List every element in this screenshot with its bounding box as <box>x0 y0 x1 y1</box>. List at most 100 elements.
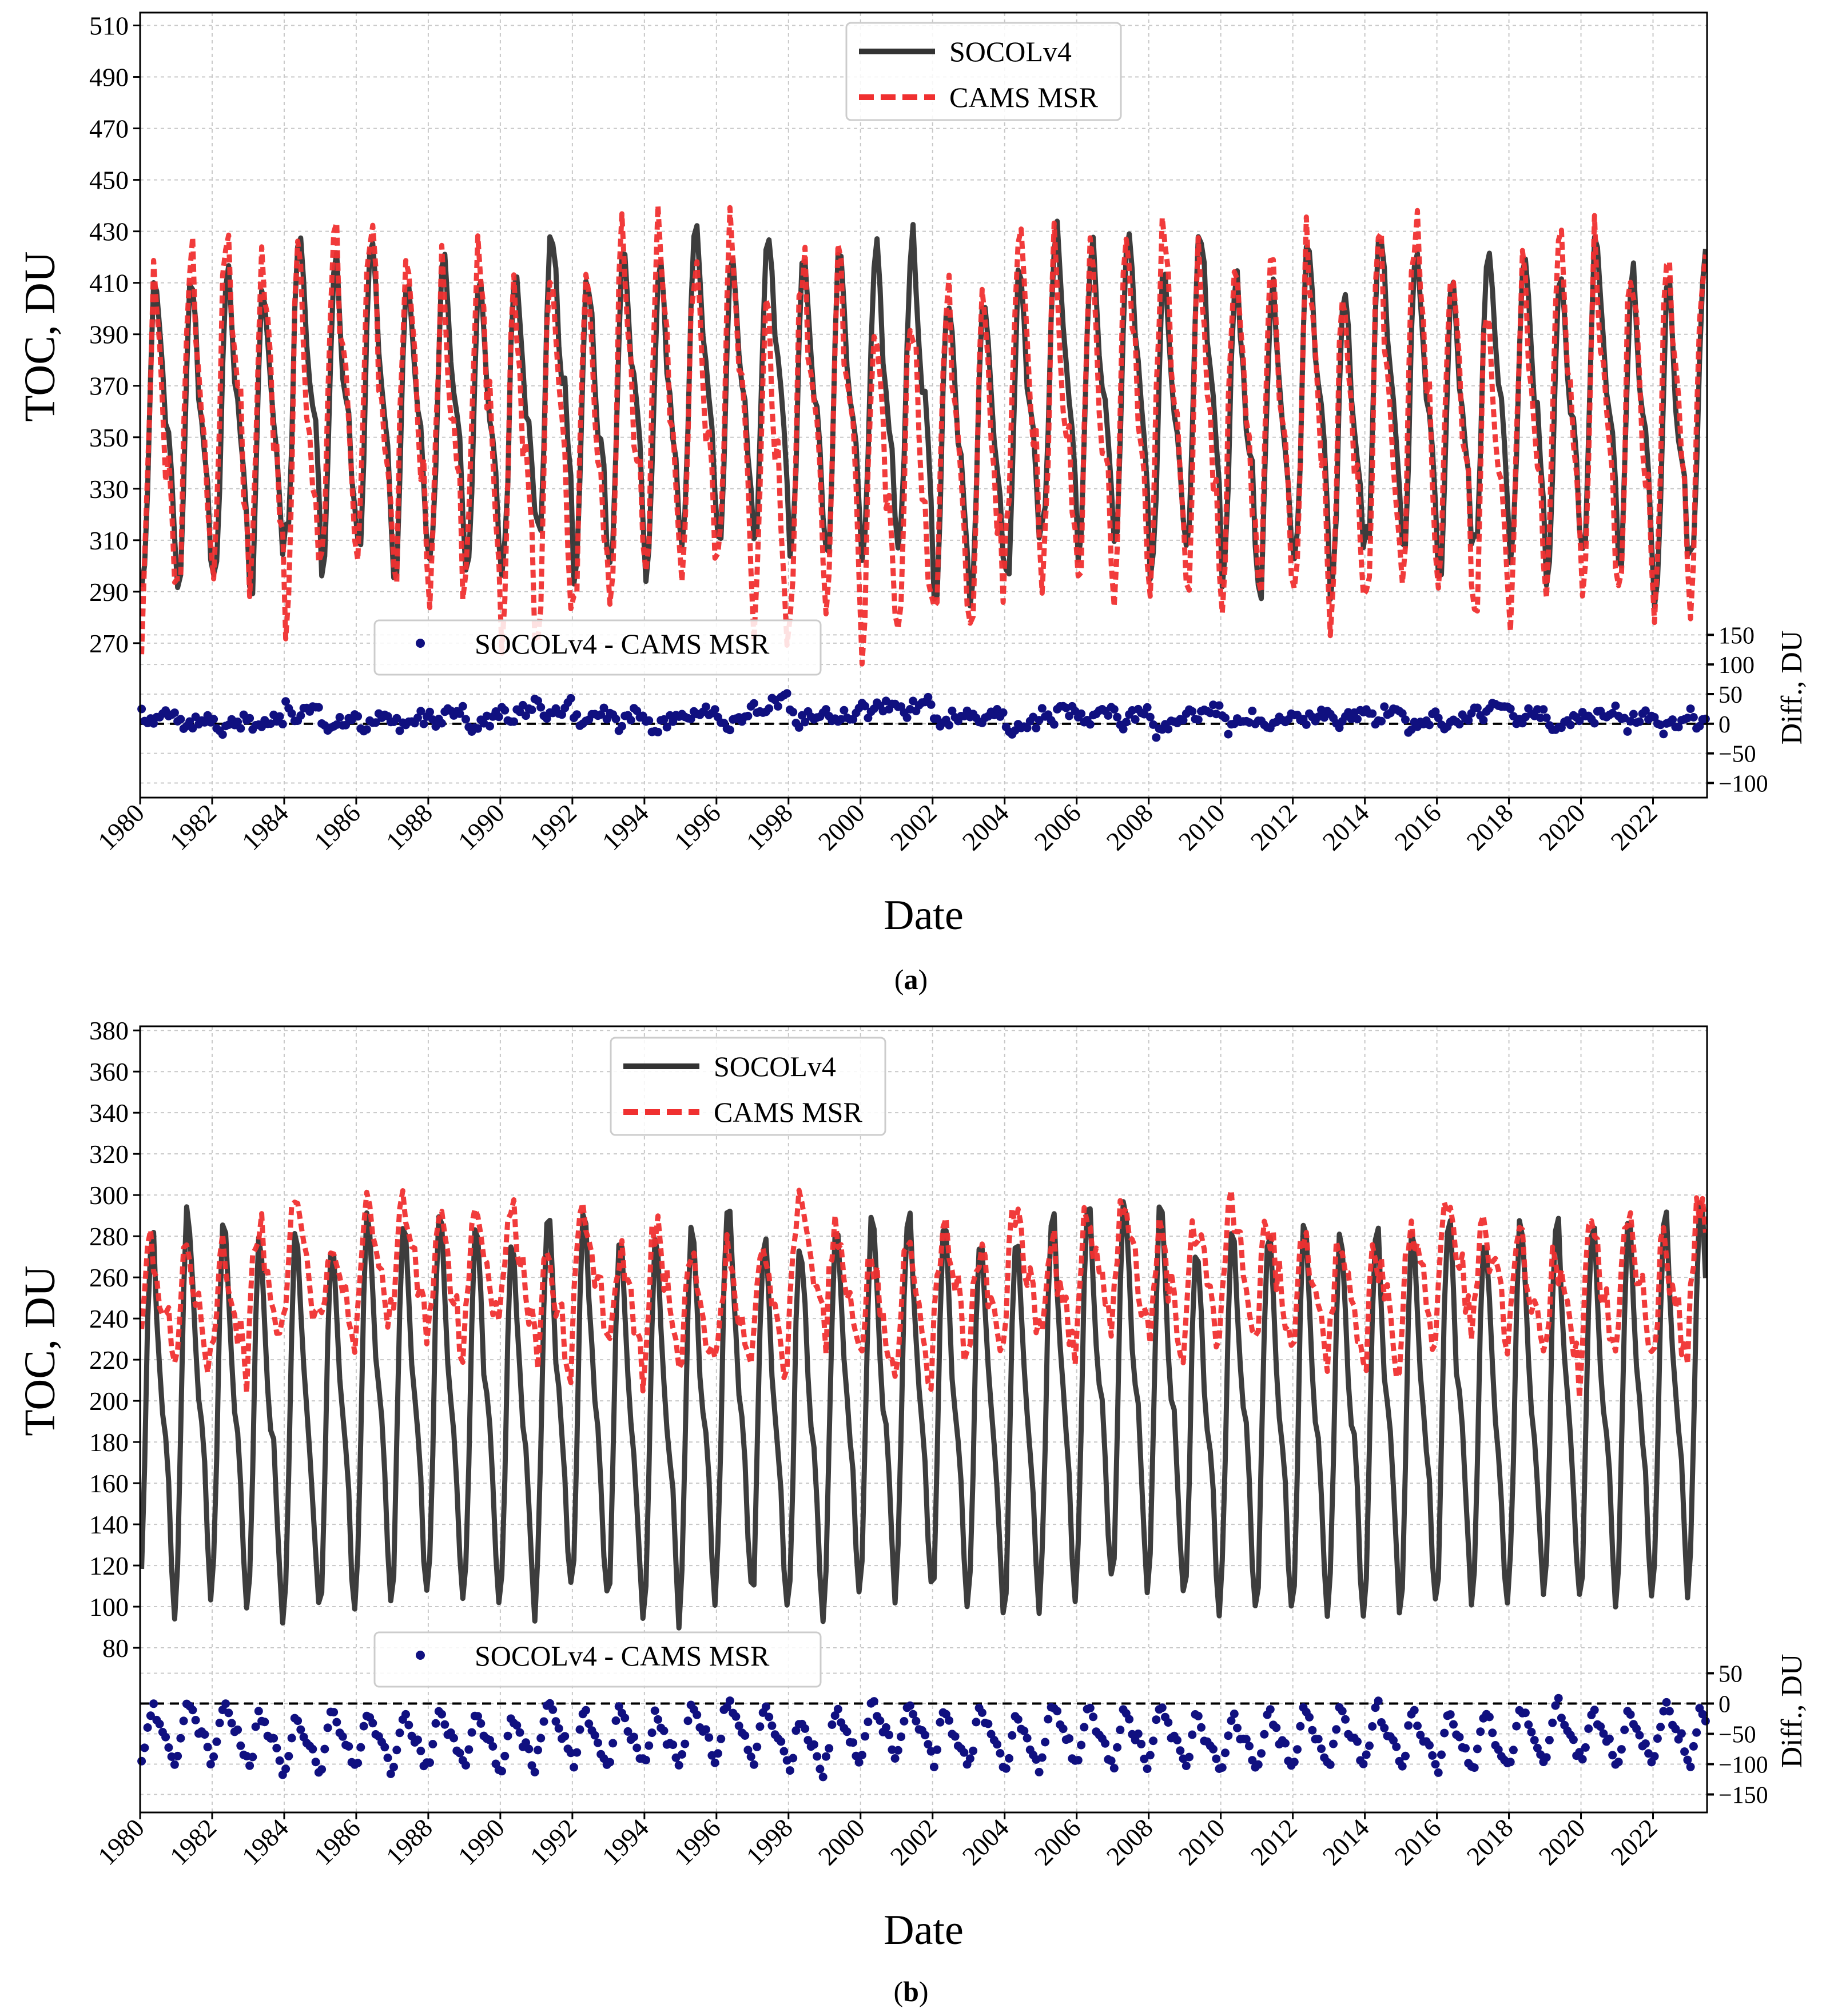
x-tick-label: 2016 <box>1389 1813 1447 1871</box>
diff-point <box>440 1720 449 1729</box>
y-tick-label: 180 <box>89 1428 129 1457</box>
diff-point <box>1230 1710 1239 1718</box>
diff-point <box>1476 1727 1485 1736</box>
diff-point <box>413 713 422 722</box>
diff-point <box>1635 1731 1644 1740</box>
diff-point <box>1590 719 1599 728</box>
diff-point <box>329 1708 339 1717</box>
diff-point <box>371 718 380 727</box>
diff-point <box>1641 1739 1650 1748</box>
diff-point <box>1641 706 1650 715</box>
y-tick-label: 350 <box>89 423 129 452</box>
diff-point <box>767 1721 777 1730</box>
y-tick-label: 450 <box>89 166 129 195</box>
diff-point <box>522 1738 530 1747</box>
diff-point <box>1599 1729 1608 1738</box>
diff-point <box>818 1772 828 1782</box>
diff-point <box>281 697 291 706</box>
x-tick-label: 1994 <box>596 1813 654 1871</box>
diff-point <box>1008 1731 1017 1740</box>
diff-point <box>236 724 245 733</box>
diff-point <box>626 716 635 724</box>
diff-point <box>618 722 626 731</box>
y-tick-label: 310 <box>89 526 129 555</box>
x-tick-label: 1986 <box>308 798 366 856</box>
diff-point <box>395 1728 404 1738</box>
diff-point <box>1401 715 1410 724</box>
diff-point <box>1260 1730 1269 1739</box>
diff-point <box>272 1743 281 1752</box>
diff-point <box>813 1752 822 1761</box>
diff-point <box>1605 1734 1614 1743</box>
diff-point <box>1473 1744 1482 1754</box>
diff-point <box>1221 1748 1230 1758</box>
diff-point <box>1020 1726 1029 1735</box>
diff-point <box>392 714 401 723</box>
diff-point <box>137 704 146 714</box>
diff-point <box>503 1731 512 1740</box>
diff-point <box>362 725 371 734</box>
diff-point <box>1113 1743 1122 1752</box>
diff-point <box>849 715 858 724</box>
diff-point <box>188 1706 197 1715</box>
diff-point <box>972 1718 981 1727</box>
diff-legend-box <box>373 619 822 676</box>
y-tick-label: 240 <box>89 1304 129 1333</box>
diff-point <box>1611 702 1620 710</box>
x-tick-label: 1990 <box>452 798 510 856</box>
diff-point <box>1143 1764 1152 1774</box>
diff-point <box>725 726 734 735</box>
diff-point <box>1218 1763 1227 1772</box>
diff-point <box>830 1711 840 1720</box>
diff-point <box>614 1702 623 1711</box>
diff-point <box>1614 1758 1623 1767</box>
diff-point <box>1680 1747 1689 1756</box>
x-tick-label: 2000 <box>813 798 870 856</box>
diff-point <box>849 1738 858 1747</box>
diff-tick-label: 0 <box>1718 1692 1730 1718</box>
diff-point <box>1224 1731 1233 1740</box>
diff-point <box>254 1707 263 1716</box>
diff-point <box>713 1749 722 1758</box>
diff-tick-label: 50 <box>1718 1662 1743 1688</box>
diff-point <box>984 1719 993 1728</box>
series-line-cams-msr <box>140 203 1707 667</box>
diff-point <box>464 1745 474 1754</box>
diff-point <box>1212 1754 1221 1763</box>
diff-point <box>1314 1735 1323 1744</box>
diff-point <box>1698 1710 1707 1719</box>
diff-point <box>854 1758 864 1767</box>
diff-point <box>765 1712 774 1722</box>
diff-point <box>1617 1745 1626 1754</box>
diff-point <box>356 1743 365 1752</box>
diff-point <box>344 1742 353 1751</box>
y-tick-label: 290 <box>89 577 129 607</box>
x-tick-label: 1998 <box>741 798 798 856</box>
diff-point <box>173 1751 182 1760</box>
diff-point <box>140 1743 149 1752</box>
legend-b: SOCOLv4 CAMS MSR <box>610 1037 886 1136</box>
diff-point <box>275 712 284 721</box>
diff-point <box>1545 1736 1554 1744</box>
diff-point <box>1668 715 1677 724</box>
x-tick-label: 2006 <box>1029 1813 1087 1871</box>
diff-point <box>1521 1708 1530 1718</box>
diff-point <box>527 706 536 714</box>
diff-point <box>395 726 404 735</box>
diff-point <box>1365 1741 1374 1750</box>
diff-point <box>611 1716 620 1725</box>
y-tick-label: 120 <box>89 1551 129 1580</box>
diff-tick-label: −50 <box>1718 742 1756 768</box>
diff-point <box>341 720 351 730</box>
diff-point <box>1398 1762 1407 1771</box>
diff-point <box>794 723 803 732</box>
diff-point <box>209 1752 218 1761</box>
diff-point <box>1085 720 1095 729</box>
x-tick-label: 2000 <box>813 1813 870 1871</box>
legend-label: SOCOLv4 <box>714 1050 836 1082</box>
diff-point <box>1296 1722 1305 1731</box>
diff-point <box>669 1740 678 1750</box>
diff-point <box>996 1749 1005 1758</box>
chart-panel-b: 80 100 120 140 160 180 200 220 240 260 280 300 320 34… <box>16 1016 1808 2007</box>
diff-point <box>404 1720 413 1730</box>
